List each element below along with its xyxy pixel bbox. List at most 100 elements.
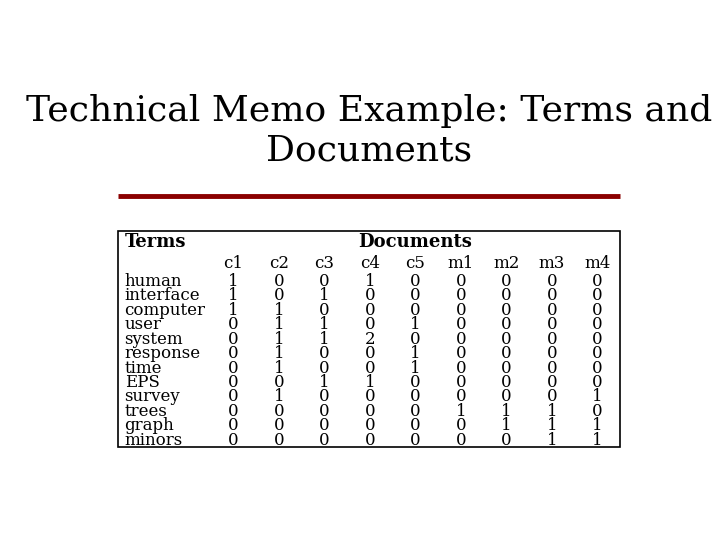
Text: 0: 0 (592, 316, 603, 333)
Text: 0: 0 (456, 360, 467, 376)
Text: 0: 0 (364, 403, 375, 420)
Text: 0: 0 (364, 388, 375, 406)
Text: 0: 0 (546, 345, 557, 362)
Text: 0: 0 (546, 388, 557, 406)
Text: 0: 0 (592, 330, 603, 348)
Text: 0: 0 (319, 388, 330, 406)
Text: 0: 0 (319, 302, 330, 319)
Text: 0: 0 (592, 302, 603, 319)
Text: Terms: Terms (125, 233, 186, 251)
Text: 0: 0 (228, 316, 239, 333)
Text: 0: 0 (592, 403, 603, 420)
Text: 0: 0 (410, 302, 420, 319)
Text: 0: 0 (456, 345, 467, 362)
Text: 1: 1 (274, 360, 284, 376)
Text: m1: m1 (448, 255, 474, 272)
Text: user: user (125, 316, 161, 333)
Text: 0: 0 (319, 345, 330, 362)
Text: 0: 0 (274, 403, 284, 420)
Text: 1: 1 (228, 287, 239, 305)
Text: 0: 0 (364, 287, 375, 305)
Text: system: system (125, 330, 183, 348)
Text: 1: 1 (410, 345, 420, 362)
Text: 0: 0 (228, 374, 239, 391)
Text: minors: minors (125, 431, 183, 449)
Text: 0: 0 (319, 360, 330, 376)
Text: 0: 0 (592, 360, 603, 376)
Text: response: response (125, 345, 201, 362)
Text: 0: 0 (546, 273, 557, 290)
Text: graph: graph (125, 417, 174, 434)
Text: 1: 1 (274, 330, 284, 348)
Text: Documents: Documents (359, 233, 472, 251)
Text: trees: trees (125, 403, 168, 420)
Text: 0: 0 (228, 360, 239, 376)
Text: 1: 1 (410, 360, 420, 376)
Text: 0: 0 (274, 431, 284, 449)
Text: 0: 0 (501, 302, 512, 319)
Text: 0: 0 (410, 330, 420, 348)
Text: 0: 0 (456, 374, 467, 391)
Text: 0: 0 (410, 273, 420, 290)
Text: 1: 1 (319, 316, 330, 333)
Text: c3: c3 (315, 255, 335, 272)
Text: 1: 1 (501, 417, 512, 434)
Text: 0: 0 (501, 316, 512, 333)
Text: 0: 0 (592, 273, 603, 290)
Text: 0: 0 (501, 287, 512, 305)
Text: 0: 0 (546, 287, 557, 305)
Text: 0: 0 (456, 388, 467, 406)
Text: 0: 0 (546, 330, 557, 348)
Text: 0: 0 (501, 273, 512, 290)
Text: 0: 0 (456, 316, 467, 333)
Text: 0: 0 (228, 345, 239, 362)
Text: EPS: EPS (125, 374, 159, 391)
Text: 0: 0 (410, 417, 420, 434)
Text: 1: 1 (592, 417, 603, 434)
Text: 0: 0 (456, 330, 467, 348)
Text: interface: interface (125, 287, 200, 305)
Text: 0: 0 (501, 330, 512, 348)
Text: 1: 1 (228, 273, 239, 290)
Text: 1: 1 (319, 374, 330, 391)
Text: 1: 1 (546, 417, 557, 434)
Text: 0: 0 (592, 287, 603, 305)
Text: 0: 0 (319, 417, 330, 434)
Text: 1: 1 (274, 388, 284, 406)
Text: 0: 0 (456, 287, 467, 305)
Text: 1: 1 (546, 403, 557, 420)
Text: 0: 0 (364, 316, 375, 333)
Text: m2: m2 (493, 255, 520, 272)
Text: 1: 1 (546, 431, 557, 449)
Text: human: human (125, 273, 182, 290)
Text: 0: 0 (364, 360, 375, 376)
Text: 0: 0 (228, 431, 239, 449)
Text: 0: 0 (501, 374, 512, 391)
Text: 1: 1 (319, 330, 330, 348)
Text: m4: m4 (584, 255, 611, 272)
Text: 0: 0 (501, 431, 512, 449)
Text: c1: c1 (223, 255, 243, 272)
Text: 1: 1 (592, 388, 603, 406)
FancyBboxPatch shape (118, 231, 620, 447)
Text: 0: 0 (364, 431, 375, 449)
Text: survey: survey (125, 388, 180, 406)
Text: 1: 1 (501, 403, 512, 420)
Text: 0: 0 (274, 417, 284, 434)
Text: 1: 1 (228, 302, 239, 319)
Text: 0: 0 (456, 417, 467, 434)
Text: 0: 0 (410, 388, 420, 406)
Text: 0: 0 (274, 374, 284, 391)
Text: 0: 0 (456, 273, 467, 290)
Text: 1: 1 (410, 316, 420, 333)
Text: 0: 0 (592, 374, 603, 391)
Text: 1: 1 (456, 403, 467, 420)
Text: c2: c2 (269, 255, 289, 272)
Text: 0: 0 (319, 431, 330, 449)
Text: 0: 0 (364, 417, 375, 434)
Text: 0: 0 (228, 417, 239, 434)
Text: 0: 0 (364, 345, 375, 362)
Text: 1: 1 (274, 316, 284, 333)
Text: 1: 1 (319, 287, 330, 305)
Text: m3: m3 (539, 255, 565, 272)
